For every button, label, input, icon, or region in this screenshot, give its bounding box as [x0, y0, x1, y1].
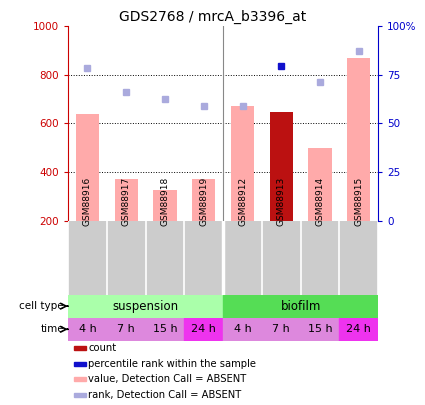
Text: 7 h: 7 h	[117, 324, 135, 334]
Bar	[74, 377, 86, 382]
Bar	[68, 294, 223, 318]
Text: GSM88914: GSM88914	[316, 177, 325, 226]
Bar	[74, 362, 86, 366]
Text: 7 h: 7 h	[272, 324, 290, 334]
Bar	[192, 179, 215, 221]
Text: count: count	[88, 343, 116, 353]
Text: 15 h: 15 h	[153, 324, 177, 334]
Bar	[347, 58, 371, 221]
Text: percentile rank within the sample: percentile rank within the sample	[88, 359, 256, 369]
Text: GSM88919: GSM88919	[199, 177, 208, 226]
Text: 4 h: 4 h	[79, 324, 96, 334]
Bar	[68, 318, 107, 341]
Bar	[340, 318, 378, 341]
Text: 24 h: 24 h	[191, 324, 216, 334]
Text: GSM88913: GSM88913	[277, 177, 286, 226]
Text: GSM88916: GSM88916	[83, 177, 92, 226]
Bar	[114, 179, 138, 221]
Bar	[309, 148, 332, 221]
Text: 4 h: 4 h	[234, 324, 252, 334]
Text: time: time	[40, 324, 64, 334]
Bar	[74, 393, 86, 397]
Text: 24 h: 24 h	[346, 324, 371, 334]
Text: 15 h: 15 h	[308, 324, 332, 334]
Bar	[300, 318, 340, 341]
Text: rank, Detection Call = ABSENT: rank, Detection Call = ABSENT	[88, 390, 241, 400]
Text: GDS2768 / mrcA_b3396_at: GDS2768 / mrcA_b3396_at	[119, 10, 306, 24]
Bar	[76, 114, 99, 221]
Bar	[231, 107, 254, 221]
Text: GSM88912: GSM88912	[238, 177, 247, 226]
Text: GSM88915: GSM88915	[354, 177, 363, 226]
Bar	[145, 318, 184, 341]
Bar	[74, 346, 86, 350]
Bar	[153, 190, 176, 221]
Bar	[223, 294, 378, 318]
Text: value, Detection Call = ABSENT: value, Detection Call = ABSENT	[88, 374, 246, 384]
Text: cell type: cell type	[20, 301, 64, 311]
Bar	[269, 112, 293, 221]
Text: GSM88917: GSM88917	[122, 177, 130, 226]
Bar	[262, 318, 300, 341]
Bar	[223, 318, 262, 341]
Bar	[107, 318, 145, 341]
Text: GSM88918: GSM88918	[161, 177, 170, 226]
Text: biofilm: biofilm	[280, 300, 321, 313]
Text: suspension: suspension	[113, 300, 178, 313]
Bar	[184, 318, 223, 341]
